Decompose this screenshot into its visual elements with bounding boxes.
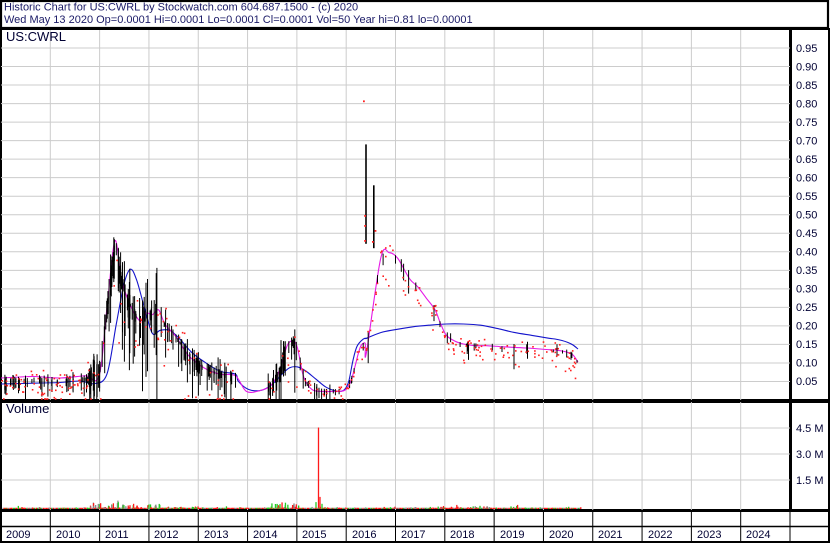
svg-text:2009: 2009 <box>6 529 30 541</box>
svg-text:2020: 2020 <box>549 529 573 541</box>
svg-text:2012: 2012 <box>154 529 178 541</box>
svg-text:2016: 2016 <box>352 529 376 541</box>
svg-text:0.10: 0.10 <box>796 358 817 370</box>
svg-text:0.50: 0.50 <box>796 210 817 222</box>
svg-text:2018: 2018 <box>450 529 474 541</box>
svg-text:0.90: 0.90 <box>796 62 817 74</box>
svg-text:0.15: 0.15 <box>796 339 817 351</box>
svg-text:2023: 2023 <box>697 529 721 541</box>
svg-text:0.55: 0.55 <box>796 191 817 203</box>
svg-text:2019: 2019 <box>500 529 524 541</box>
svg-text:0.40: 0.40 <box>796 247 817 259</box>
svg-text:4.5 M: 4.5 M <box>796 423 824 435</box>
svg-text:2011: 2011 <box>105 529 129 541</box>
svg-text:0.95: 0.95 <box>796 43 817 55</box>
svg-text:0.25: 0.25 <box>796 302 817 314</box>
svg-text:0.80: 0.80 <box>796 99 817 111</box>
svg-text:0.35: 0.35 <box>796 265 817 277</box>
svg-text:Volume: Volume <box>6 401 49 416</box>
svg-text:2015: 2015 <box>302 529 326 541</box>
svg-text:0.60: 0.60 <box>796 173 817 185</box>
svg-text:2021: 2021 <box>598 529 622 541</box>
svg-text:US:CWRL: US:CWRL <box>6 29 66 44</box>
svg-text:2014: 2014 <box>253 529 277 541</box>
svg-text:0.45: 0.45 <box>796 228 817 240</box>
svg-text:3.0 M: 3.0 M <box>796 449 824 461</box>
svg-text:0.75: 0.75 <box>796 117 817 129</box>
svg-text:0.20: 0.20 <box>796 321 817 333</box>
svg-text:1.5 M: 1.5 M <box>796 475 824 487</box>
svg-text:2017: 2017 <box>401 529 425 541</box>
svg-text:2010: 2010 <box>56 529 80 541</box>
svg-text:0.05: 0.05 <box>796 376 817 388</box>
svg-text:0.70: 0.70 <box>796 136 817 148</box>
svg-text:2013: 2013 <box>204 529 228 541</box>
svg-text:0.85: 0.85 <box>796 80 817 92</box>
svg-text:Historic Chart for US:CWRL by: Historic Chart for US:CWRL by Stockwatch… <box>4 2 358 14</box>
svg-text:2022: 2022 <box>648 529 672 541</box>
svg-text:0.65: 0.65 <box>796 154 817 166</box>
svg-text:0.30: 0.30 <box>796 284 817 296</box>
svg-text:Wed May 13 2020 Op=0.0001 Hi: Wed May 13 2020 Op=0.0001 Hi=0.0001 Lo=0… <box>4 14 473 26</box>
svg-text:2024: 2024 <box>746 529 770 541</box>
